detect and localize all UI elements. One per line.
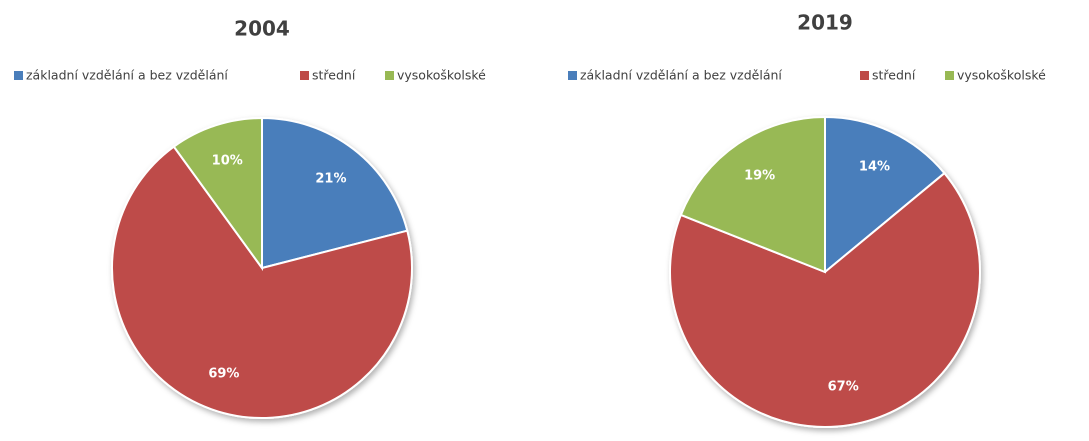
pie-slice (111, 145, 413, 419)
legend-swatch (14, 71, 23, 80)
legend-label: střední (872, 68, 916, 83)
data-label: 19% (744, 168, 775, 183)
pie (111, 116, 413, 419)
chart-title: 2019 (797, 11, 853, 35)
pie-slice (824, 115, 946, 275)
legend-label: vysokoškolské (397, 68, 486, 83)
legend-label: vysokoškolské (957, 68, 1046, 83)
pie (669, 115, 981, 428)
legend-swatch (300, 71, 309, 80)
legend-label: základní vzdělání a bez vzdělání (26, 68, 228, 83)
legend-swatch (945, 71, 954, 80)
legend-swatch (385, 71, 394, 80)
pie-slice (261, 116, 409, 270)
data-label: 14% (859, 159, 890, 174)
legend-swatch (860, 71, 869, 80)
chart-title: 2004 (234, 17, 290, 41)
data-label: 21% (315, 172, 346, 187)
pie-slice (172, 116, 263, 272)
data-label: 69% (208, 366, 239, 381)
pie-slice (669, 171, 981, 428)
legend-swatch (568, 71, 577, 80)
data-label: 67% (828, 379, 859, 394)
legend-label: střední (312, 68, 356, 83)
pie-slice (679, 115, 826, 274)
legend-label: základní vzdělání a bez vzdělání (580, 68, 782, 83)
data-label: 10% (212, 154, 243, 169)
